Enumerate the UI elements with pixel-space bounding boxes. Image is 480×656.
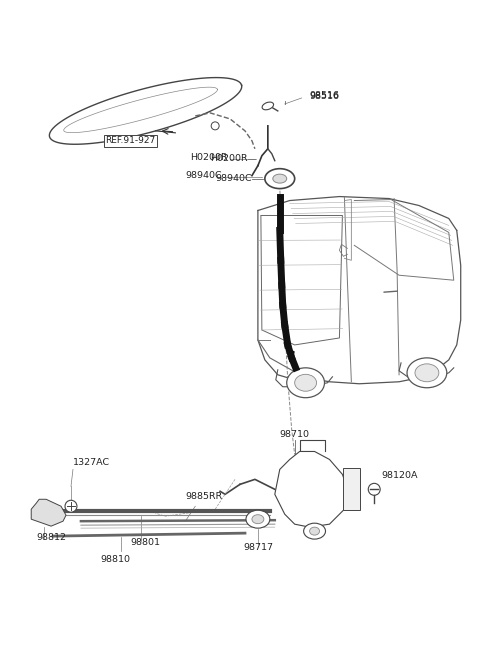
Circle shape: [65, 501, 77, 512]
Text: 98940C: 98940C: [185, 171, 222, 180]
Ellipse shape: [310, 527, 320, 535]
Ellipse shape: [262, 102, 274, 110]
Text: 98516: 98516: [310, 92, 339, 102]
Polygon shape: [275, 451, 349, 527]
Circle shape: [368, 483, 380, 495]
Polygon shape: [49, 77, 242, 144]
Ellipse shape: [295, 375, 316, 391]
Text: 98710: 98710: [280, 430, 310, 439]
Text: H0200R: H0200R: [191, 154, 228, 162]
Text: 1327AC: 1327AC: [73, 458, 110, 467]
Ellipse shape: [287, 368, 324, 398]
FancyBboxPatch shape: [343, 468, 360, 510]
Text: 98940C: 98940C: [216, 174, 252, 183]
Circle shape: [211, 122, 219, 130]
Ellipse shape: [415, 364, 439, 382]
Ellipse shape: [304, 523, 325, 539]
Text: 98812: 98812: [36, 533, 66, 542]
Text: H0200R: H0200R: [210, 154, 248, 163]
Polygon shape: [31, 499, 66, 526]
Text: 98516: 98516: [310, 91, 339, 100]
Text: 98801: 98801: [131, 537, 161, 546]
Text: 98120A: 98120A: [381, 471, 418, 480]
Ellipse shape: [407, 358, 447, 388]
Ellipse shape: [273, 174, 287, 183]
Ellipse shape: [246, 510, 270, 528]
Text: REF.91-927: REF.91-927: [106, 136, 156, 145]
Text: 9885RR: 9885RR: [185, 492, 223, 501]
Text: 98810: 98810: [101, 554, 131, 564]
Text: 98717: 98717: [243, 543, 273, 552]
Ellipse shape: [252, 515, 264, 523]
Ellipse shape: [265, 169, 295, 188]
